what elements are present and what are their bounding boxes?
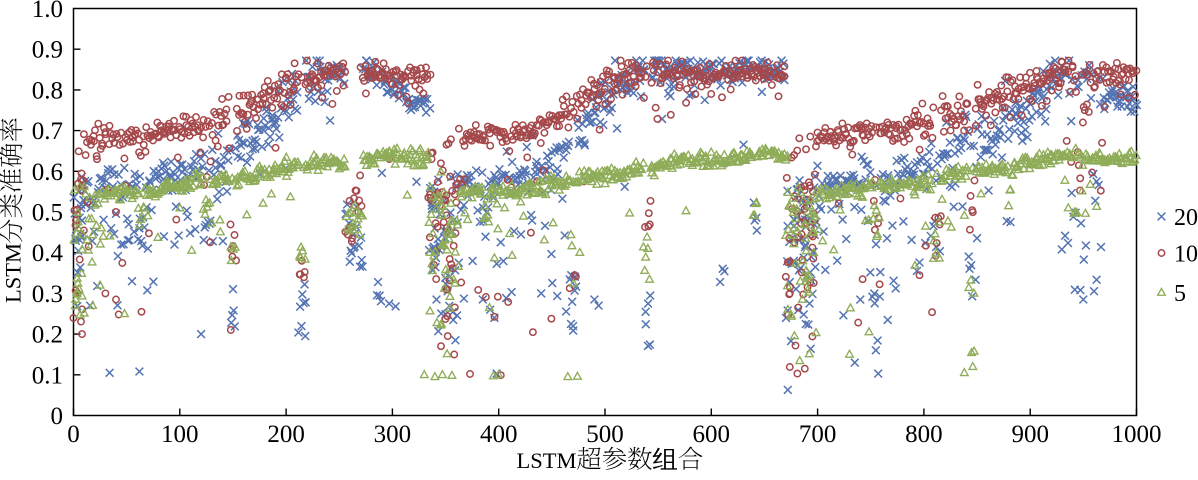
svg-text:0.8: 0.8 bbox=[32, 77, 63, 104]
svg-text:400: 400 bbox=[480, 421, 518, 448]
svg-text:20: 20 bbox=[1174, 205, 1198, 231]
svg-text:0.7: 0.7 bbox=[32, 118, 63, 145]
svg-text:0.9: 0.9 bbox=[32, 37, 63, 64]
svg-text:600: 600 bbox=[693, 421, 731, 448]
svg-text:0.3: 0.3 bbox=[32, 281, 63, 308]
svg-text:LSTM: LSTM bbox=[1, 243, 26, 303]
svg-text:200: 200 bbox=[267, 421, 305, 448]
svg-text:900: 900 bbox=[1011, 421, 1049, 448]
svg-text:0.6: 0.6 bbox=[32, 159, 63, 186]
svg-text:0.1: 0.1 bbox=[32, 362, 63, 389]
svg-text:1.0: 1.0 bbox=[32, 0, 63, 23]
svg-text:500: 500 bbox=[586, 421, 624, 448]
svg-text:800: 800 bbox=[905, 421, 943, 448]
svg-text:10: 10 bbox=[1174, 242, 1198, 268]
svg-text:1000: 1000 bbox=[1112, 421, 1162, 448]
svg-text:100: 100 bbox=[161, 421, 199, 448]
svg-text:0.5: 0.5 bbox=[32, 200, 63, 227]
svg-text:5: 5 bbox=[1174, 281, 1186, 307]
svg-text:300: 300 bbox=[374, 421, 412, 448]
svg-text:700: 700 bbox=[799, 421, 837, 448]
svg-text:0.2: 0.2 bbox=[32, 322, 63, 349]
svg-text:LSTM: LSTM bbox=[517, 448, 577, 473]
svg-text:0.4: 0.4 bbox=[32, 240, 64, 267]
svg-text:0: 0 bbox=[67, 421, 80, 448]
svg-text:0: 0 bbox=[51, 403, 64, 430]
